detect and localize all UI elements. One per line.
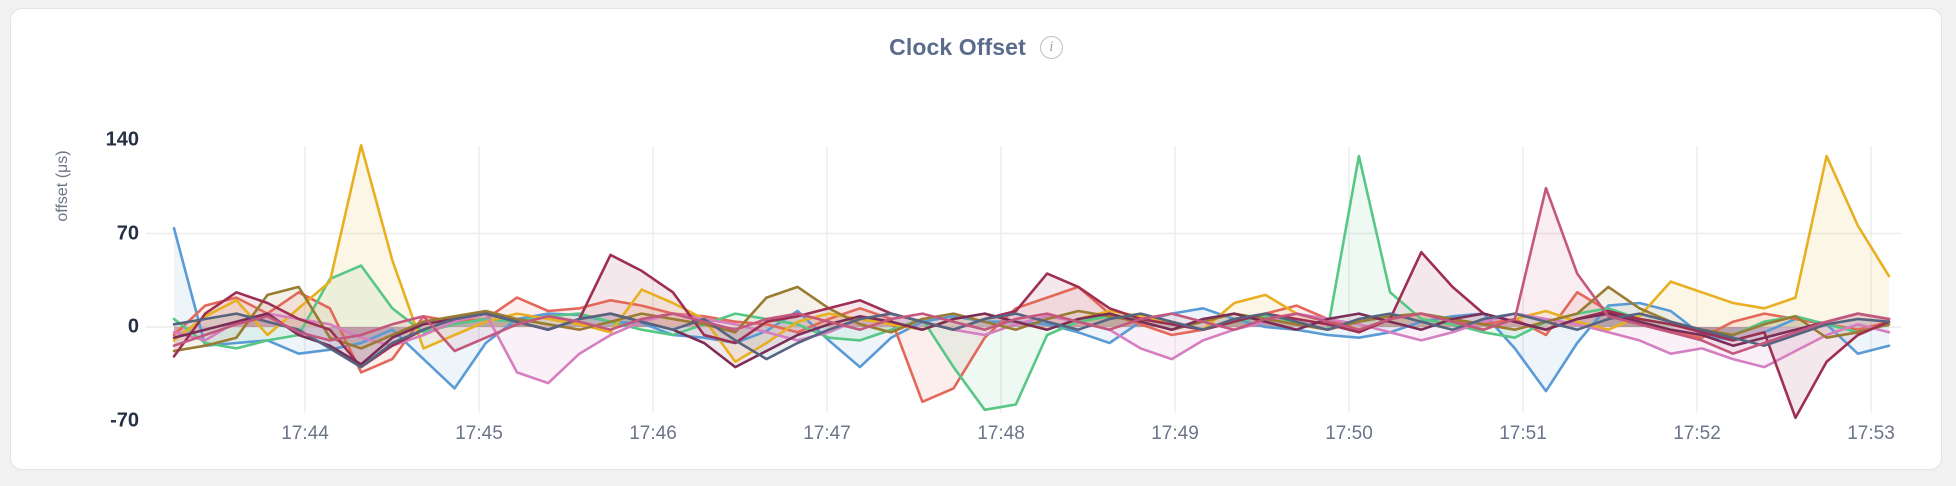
x-tick-label: 17:52 (1673, 423, 1721, 444)
series-line[interactable] (172, 186, 1891, 355)
y-tick-label: 140 (105, 128, 139, 151)
series-area (174, 286, 1889, 351)
series-line[interactable] (172, 154, 1891, 412)
chart-header: Clock Offset i (11, 31, 1941, 63)
series-line[interactable] (172, 312, 1891, 385)
x-tick-label: 17:46 (629, 423, 677, 444)
series-area (174, 252, 1889, 418)
x-tick-label: 17:53 (1847, 423, 1895, 444)
series-line[interactable] (172, 312, 1891, 369)
series-area (174, 228, 1889, 392)
series-line[interactable] (172, 226, 1891, 393)
series-lines (172, 144, 1891, 420)
series-areas (174, 145, 1889, 418)
clock-offset-card: Clock Offset i 140 70 0 -70 17:44 17:45 17:46 1… (10, 8, 1942, 470)
info-circle-icon[interactable]: i (1039, 35, 1063, 59)
grid-lines (146, 146, 1901, 413)
series-line[interactable] (172, 250, 1891, 420)
series-area (174, 313, 1889, 384)
clock-offset-line-chart (146, 144, 1901, 420)
series-area (174, 286, 1889, 402)
x-tick-label: 17:45 (455, 423, 503, 444)
x-tick-label: 17:48 (977, 423, 1025, 444)
y-axis-title: offset (μs) (54, 150, 71, 222)
series-area (174, 156, 1889, 410)
x-tick-label: 17:44 (281, 423, 329, 444)
series-line[interactable] (172, 144, 1891, 363)
y-tick-label: 0 (127, 315, 139, 338)
y-tick-label: -70 (110, 409, 139, 431)
y-tick-label: 70 (116, 222, 139, 244)
series-area (174, 313, 1889, 368)
series-area (174, 188, 1889, 354)
series-line[interactable] (172, 312, 1891, 369)
x-tick-label: 17:50 (1325, 423, 1373, 444)
x-tick-label: 17:47 (803, 423, 851, 444)
page-title: Clock Offset (889, 33, 1026, 60)
series-area (174, 145, 1889, 362)
x-tick-label: 17:51 (1499, 423, 1547, 444)
x-tick-label: 17:49 (1151, 423, 1199, 444)
series-line[interactable] (172, 285, 1891, 353)
series-line[interactable] (172, 285, 1891, 404)
chart-plot-area: 140 70 0 -70 17:44 17:45 17:46 17:47 17:48 17:49 1… (11, 9, 1956, 486)
series-area (174, 313, 1889, 368)
